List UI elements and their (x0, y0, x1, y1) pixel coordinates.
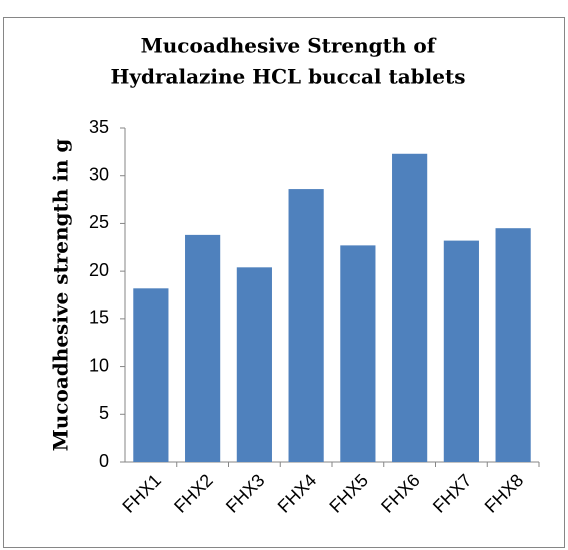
y-tick-label: 30 (89, 164, 109, 184)
bar (185, 234, 221, 462)
y-tick-label: 5 (99, 403, 109, 423)
y-tick-label: 10 (89, 355, 109, 375)
chart-title: Mucoadhesive Strength of (141, 34, 437, 58)
bar (495, 228, 531, 462)
bar (443, 240, 479, 462)
y-tick-label: 25 (89, 212, 109, 232)
bar (236, 267, 272, 462)
bar (340, 245, 376, 462)
chart-frame (3, 17, 565, 548)
y-tick-label: 35 (89, 117, 109, 137)
bar (133, 288, 169, 462)
y-tick-label: 20 (89, 260, 109, 280)
y-axis-label: Mucoadhesive strength in g (49, 139, 73, 452)
chart-title: Hydralazine HCL buccal tablets (111, 65, 466, 89)
bar (392, 153, 428, 462)
y-tick-label: 0 (99, 451, 109, 471)
bar (288, 189, 324, 462)
y-tick-label: 15 (89, 308, 109, 328)
